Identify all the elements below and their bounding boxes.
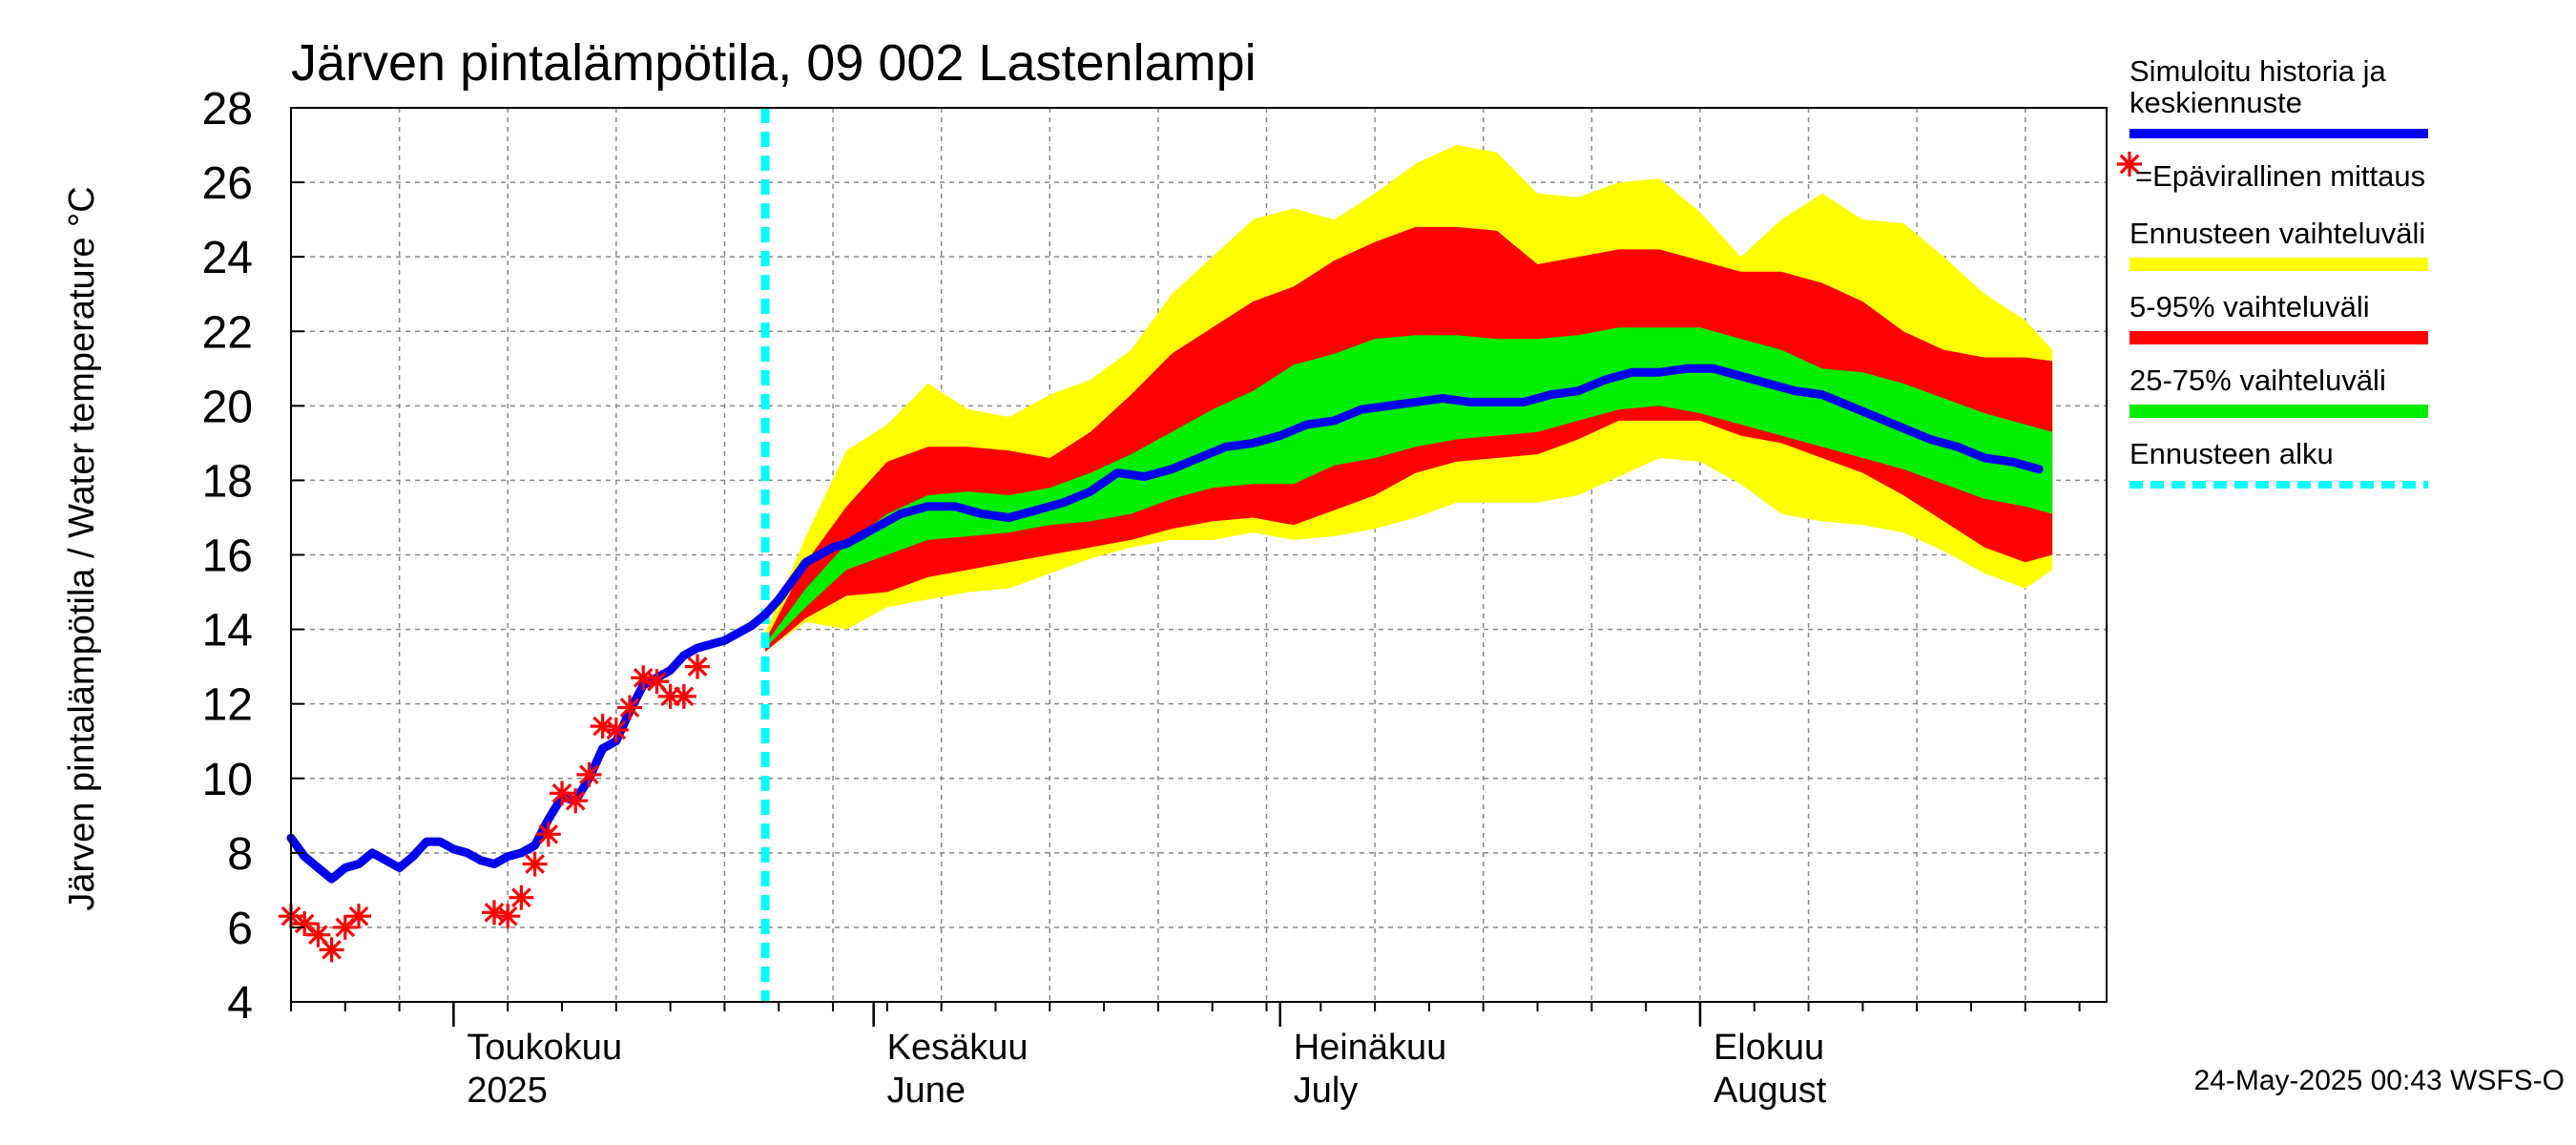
- legend-star-glyph: [2117, 152, 2142, 177]
- x-month-label: Kesäkuu: [887, 1028, 1028, 1068]
- measurement-marker: [644, 669, 670, 695]
- y-tick-label: 10: [202, 755, 253, 805]
- star-stroke: [674, 686, 695, 707]
- measurement-marker: [305, 922, 331, 947]
- y-tick-label: 22: [202, 307, 253, 358]
- x-month-label: Elokuu: [1714, 1028, 1824, 1068]
- star-stroke: [619, 697, 640, 718]
- x-month-sublabel: 2025: [467, 1071, 548, 1111]
- star-stroke: [565, 790, 586, 811]
- measurement-marker: [617, 695, 643, 720]
- legend-measurement-star-icon: [2117, 152, 2142, 177]
- legend-range-25-75-label: 25-75% vaihteluväli: [2129, 364, 2386, 397]
- measurement-marker: [603, 717, 629, 742]
- legend-history-label-1: Simuloitu historia ja: [2129, 54, 2387, 88]
- star-stroke: [511, 887, 531, 908]
- star-stroke: [647, 671, 667, 692]
- y-tick-label: 12: [202, 680, 253, 731]
- y-tick-label: 18: [202, 456, 253, 507]
- x-month-sublabel: June: [887, 1071, 966, 1111]
- x-month-label: Toukokuu: [467, 1028, 622, 1068]
- legend-range-full-label: Ennusteen vaihteluväli: [2129, 217, 2425, 250]
- star-stroke: [348, 906, 369, 926]
- star-stroke: [579, 764, 599, 785]
- x-month-sublabel: July: [1294, 1071, 1359, 1111]
- measurement-marker: [346, 904, 372, 929]
- star-stroke: [606, 719, 627, 740]
- footer-timestamp: 24-May-2025 00:43 WSFS-O: [2194, 1065, 2566, 1096]
- measurement-marker: [495, 904, 521, 929]
- y-tick-label: 16: [202, 531, 253, 582]
- legend-range-5-95-label: 5-95% vaihteluväli: [2129, 290, 2370, 323]
- measurement-marker: [563, 788, 589, 814]
- legend-measurement-label: =Epävirallinen mittaus: [2135, 159, 2425, 193]
- measurement-marker: [319, 937, 344, 963]
- star-stroke: [538, 823, 559, 844]
- y-tick-label: 14: [202, 606, 253, 656]
- y-tick-label: 6: [227, 904, 253, 954]
- x-month-sublabel: August: [1714, 1071, 1827, 1111]
- measurement-marker: [685, 654, 711, 679]
- measurement-marker: [292, 911, 318, 937]
- x-month-label: Heinäkuu: [1294, 1028, 1447, 1068]
- star-stroke: [2119, 154, 2140, 175]
- y-tick-label: 4: [227, 978, 253, 1029]
- star-stroke: [308, 925, 328, 946]
- legend: Simuloitu historia ja keskiennuste =Epäv…: [2117, 54, 2428, 489]
- measurement-marker: [332, 914, 358, 940]
- history-line: [286, 364, 2044, 884]
- y-tick-label: 20: [202, 382, 253, 432]
- measurement-marker: [509, 885, 534, 910]
- measurement-marker: [522, 851, 548, 877]
- star-stroke: [525, 854, 545, 874]
- star-stroke: [322, 940, 342, 960]
- band-25-75: [765, 327, 2053, 649]
- legend-forecast-start-label: Ennusteen alku: [2129, 437, 2334, 470]
- star-stroke: [294, 913, 315, 934]
- y-tick-label: 26: [202, 158, 253, 209]
- chart-title: Järven pintalämpötila, 09 002 Lastenlamp…: [291, 34, 1257, 92]
- star-stroke: [551, 783, 572, 803]
- y-axis-ticks: 4 6 8 10 12 14 16 18 20 22 24 26 28: [202, 84, 304, 1029]
- y-tick-label: 8: [227, 829, 253, 880]
- measurement-marker: [576, 761, 602, 787]
- star-stroke: [687, 656, 708, 677]
- history-line-group: [286, 364, 2044, 884]
- star-stroke: [335, 917, 356, 938]
- legend-history-label-2: keskiennuste: [2129, 86, 2302, 119]
- y-tick-label: 24: [202, 233, 253, 283]
- measurement-marker: [671, 683, 696, 709]
- y-tick-label: 28: [202, 84, 253, 135]
- y-axis-label: Järven pintalämpötila / Water temperatur…: [62, 186, 102, 910]
- star-stroke: [497, 906, 518, 926]
- measurement-marker: [535, 822, 561, 847]
- measurement-marker: [550, 781, 575, 806]
- forecast-bands: [765, 145, 2053, 652]
